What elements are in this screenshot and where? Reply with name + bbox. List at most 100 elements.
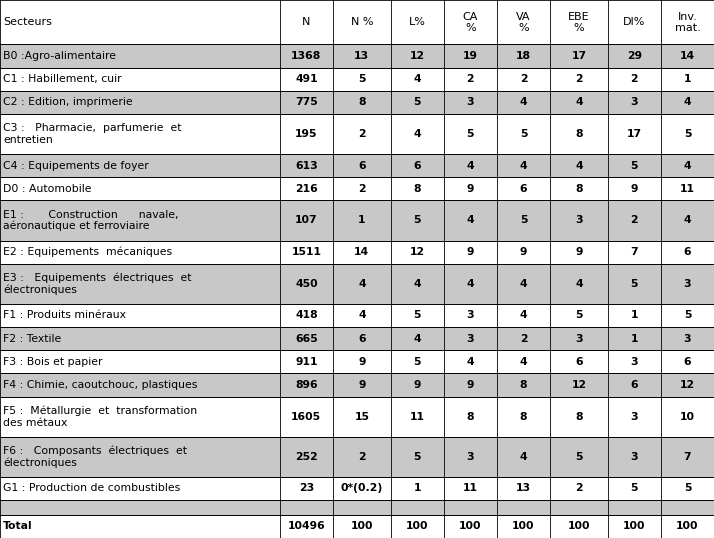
Bar <box>444 264 497 304</box>
Text: 12: 12 <box>571 380 586 390</box>
Bar <box>661 327 714 350</box>
Text: 23: 23 <box>298 484 314 493</box>
Text: 3: 3 <box>683 334 691 344</box>
Bar <box>0 304 280 327</box>
Text: 9: 9 <box>467 247 474 257</box>
Bar <box>497 154 550 177</box>
Bar <box>444 91 497 114</box>
Bar <box>550 91 608 114</box>
Text: 613: 613 <box>295 161 318 171</box>
Bar <box>0 515 280 538</box>
Bar <box>661 201 714 240</box>
Text: E3 :   Equipements  électriques  et
électroniques: E3 : Equipements électriques et électron… <box>3 273 191 295</box>
Bar <box>661 44 714 67</box>
Bar <box>391 304 444 327</box>
Bar <box>391 515 444 538</box>
Bar <box>280 477 333 500</box>
Text: 5: 5 <box>520 216 527 225</box>
Bar <box>608 397 661 437</box>
Text: 12: 12 <box>680 380 695 390</box>
Bar <box>661 0 714 44</box>
Bar <box>550 304 608 327</box>
Text: 1: 1 <box>630 310 638 321</box>
Text: 216: 216 <box>295 184 318 194</box>
Text: 18: 18 <box>516 51 531 61</box>
Bar <box>608 437 661 477</box>
Bar <box>0 350 280 373</box>
Text: 1605: 1605 <box>291 412 321 422</box>
Text: 3: 3 <box>630 412 638 422</box>
Text: 4: 4 <box>520 357 527 367</box>
Bar <box>608 240 661 264</box>
Bar <box>661 114 714 154</box>
Bar <box>550 0 608 44</box>
Bar <box>608 515 661 538</box>
Text: 4: 4 <box>520 279 527 289</box>
Text: 3: 3 <box>683 279 691 289</box>
Text: 8: 8 <box>575 129 583 139</box>
Text: 6: 6 <box>630 380 638 390</box>
Bar <box>391 240 444 264</box>
Text: 8: 8 <box>413 184 421 194</box>
Text: 3: 3 <box>630 357 638 367</box>
Bar <box>497 350 550 373</box>
Text: 2: 2 <box>630 216 638 225</box>
Text: Inv.
mat.: Inv. mat. <box>675 11 700 33</box>
Text: Total: Total <box>3 521 33 532</box>
Bar <box>661 397 714 437</box>
Text: N: N <box>302 17 311 27</box>
Text: 9: 9 <box>467 184 474 194</box>
Bar <box>333 515 391 538</box>
Bar <box>333 437 391 477</box>
Bar <box>444 0 497 44</box>
Bar <box>550 44 608 67</box>
Text: F5 :  Métallurgie  et  transformation
des métaux: F5 : Métallurgie et transformation des m… <box>3 406 197 428</box>
Text: 11: 11 <box>410 412 425 422</box>
Bar <box>497 397 550 437</box>
Bar <box>444 177 497 201</box>
Bar <box>444 67 497 91</box>
Text: 1: 1 <box>630 334 638 344</box>
Bar <box>444 304 497 327</box>
Text: 6: 6 <box>358 334 366 344</box>
Bar <box>550 114 608 154</box>
Text: L%: L% <box>409 17 426 27</box>
Text: F6 :   Composants  électriques  et
électroniques: F6 : Composants électriques et électroni… <box>3 445 187 468</box>
Bar <box>333 114 391 154</box>
Bar <box>444 114 497 154</box>
Text: 6: 6 <box>358 161 366 171</box>
Text: 2: 2 <box>520 74 527 84</box>
Bar <box>333 327 391 350</box>
Bar <box>497 304 550 327</box>
Bar <box>0 177 280 201</box>
Text: Secteurs: Secteurs <box>3 17 52 27</box>
Text: 3: 3 <box>466 452 474 462</box>
Bar <box>497 373 550 397</box>
Bar <box>391 0 444 44</box>
Bar <box>497 177 550 201</box>
Text: 5: 5 <box>358 74 366 84</box>
Text: 3: 3 <box>630 452 638 462</box>
Bar <box>608 477 661 500</box>
Bar <box>280 350 333 373</box>
Bar <box>0 397 280 437</box>
Text: 8: 8 <box>575 412 583 422</box>
Bar <box>608 114 661 154</box>
Bar <box>550 154 608 177</box>
Text: 4: 4 <box>413 129 421 139</box>
Text: 5: 5 <box>413 97 421 107</box>
Bar <box>497 327 550 350</box>
Text: 5: 5 <box>575 310 583 321</box>
Text: 100: 100 <box>512 521 535 532</box>
Bar <box>0 91 280 114</box>
Text: 911: 911 <box>295 357 318 367</box>
Bar <box>444 154 497 177</box>
Text: 252: 252 <box>295 452 318 462</box>
Bar <box>391 477 444 500</box>
Text: 6: 6 <box>683 357 691 367</box>
Text: VA
%: VA % <box>516 11 531 33</box>
Text: 3: 3 <box>466 310 474 321</box>
Text: 2: 2 <box>358 184 366 194</box>
Text: 1511: 1511 <box>291 247 321 257</box>
Text: 11: 11 <box>680 184 695 194</box>
